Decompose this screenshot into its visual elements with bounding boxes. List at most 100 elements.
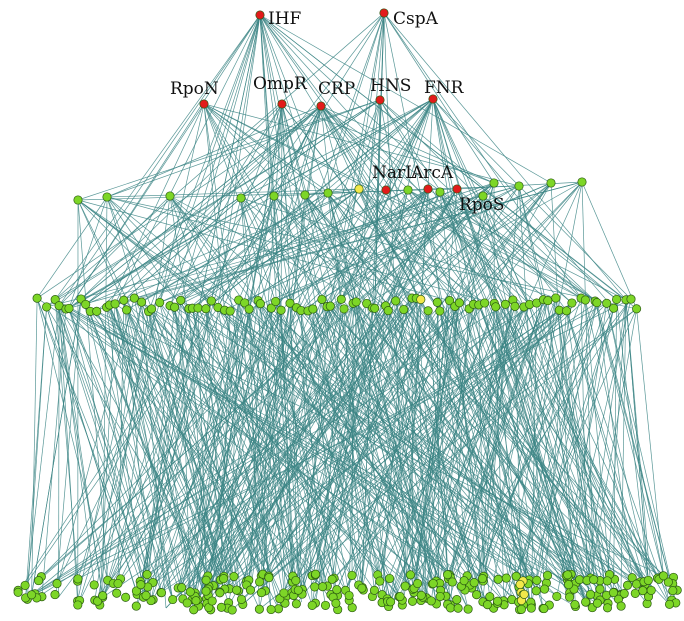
- edge: [136, 310, 389, 592]
- edge: [54, 298, 135, 595]
- edge: [106, 196, 637, 310]
- edge: [65, 185, 520, 310]
- edge: [473, 300, 596, 583]
- edge: [77, 302, 607, 580]
- edge: [515, 302, 598, 577]
- edge: [329, 305, 469, 610]
- edge: [77, 302, 161, 582]
- edge: [260, 303, 286, 604]
- bottom-node: [493, 574, 503, 584]
- edge: [544, 310, 567, 590]
- edge: [148, 311, 225, 577]
- bottom-node: [236, 594, 247, 604]
- edge: [54, 299, 226, 590]
- edge: [585, 299, 652, 591]
- edge: [412, 304, 530, 590]
- edge: [482, 195, 598, 303]
- edge: [31, 298, 82, 595]
- bottom-node: [564, 580, 574, 590]
- edge: [412, 306, 456, 590]
- regulator-node-crp: [316, 101, 326, 111]
- bottom-node: [574, 575, 585, 585]
- edge: [117, 300, 125, 584]
- edge: [535, 308, 614, 591]
- edge: [432, 98, 513, 600]
- edge: [530, 302, 538, 609]
- mid-layer-node: [370, 303, 380, 313]
- edge: [259, 14, 302, 311]
- bottom-node: [291, 575, 301, 586]
- edge: [536, 302, 598, 581]
- edge: [372, 307, 572, 575]
- mid-layer-node: [285, 298, 295, 308]
- edge: [300, 310, 313, 606]
- edge: [329, 305, 504, 601]
- bottom-node: [131, 586, 141, 596]
- edge: [174, 189, 409, 308]
- edge: [24, 307, 219, 586]
- edge: [503, 308, 637, 601]
- edge: [96, 105, 322, 312]
- edge: [58, 305, 60, 598]
- mid-layer-node: [255, 299, 265, 309]
- bottom-node: [595, 584, 605, 594]
- edge: [146, 308, 190, 575]
- edge: [193, 309, 250, 610]
- bottom-node: [405, 570, 416, 580]
- mid-layer-node: [567, 298, 577, 308]
- edge: [223, 309, 404, 577]
- edge: [613, 299, 617, 593]
- edge: [273, 195, 417, 299]
- edge: [189, 310, 282, 592]
- edge: [248, 309, 260, 610]
- bottom-node: [511, 571, 521, 581]
- bottom-node: [357, 583, 367, 593]
- bottom-node: [602, 603, 613, 613]
- regulator-node-arca: [423, 184, 433, 194]
- edge: [437, 302, 625, 594]
- mid-layer-node: [592, 298, 602, 308]
- bottom-node: [435, 591, 445, 602]
- edge: [46, 185, 520, 308]
- edge: [427, 188, 596, 302]
- bottom-node: [516, 604, 526, 614]
- edge: [114, 303, 174, 600]
- edge: [372, 307, 673, 584]
- edge: [320, 105, 621, 595]
- edge: [203, 103, 586, 301]
- edge: [248, 309, 294, 577]
- edge: [259, 185, 520, 583]
- edge: [242, 302, 573, 605]
- edge: [518, 302, 573, 603]
- secondary-regulator-node: [300, 190, 310, 200]
- mid-layer-node: [454, 298, 464, 308]
- edge: [482, 195, 617, 300]
- edge: [85, 304, 148, 575]
- edge: [454, 306, 520, 603]
- edge: [275, 301, 326, 606]
- bottom-node: [413, 578, 423, 589]
- edge: [385, 191, 441, 306]
- edge: [327, 192, 588, 581]
- edge: [438, 304, 530, 606]
- mid-layer-node: [92, 306, 102, 316]
- bottom-node: [519, 589, 529, 599]
- label-ihf: IHF: [268, 9, 302, 29]
- bottom-node: [668, 586, 678, 596]
- mid-layer-node: [491, 302, 501, 312]
- edge: [454, 306, 544, 609]
- label-crp: CRP: [318, 79, 355, 99]
- edge: [304, 194, 484, 602]
- edge: [358, 188, 525, 308]
- bottom-node: [185, 587, 195, 597]
- bottom-node: [266, 604, 276, 615]
- bottom-node: [532, 575, 542, 585]
- bottom-node: [182, 598, 192, 608]
- bottom-node: [256, 588, 267, 598]
- edge: [36, 298, 109, 581]
- edge: [109, 304, 244, 605]
- edge: [301, 189, 409, 595]
- edge: [77, 199, 450, 301]
- label-cspa: CspA: [393, 9, 439, 29]
- mid-layer-node: [170, 302, 180, 312]
